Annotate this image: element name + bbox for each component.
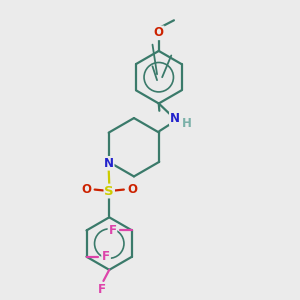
Text: O: O <box>154 26 164 39</box>
Text: F: F <box>98 283 106 296</box>
Text: S: S <box>104 184 114 197</box>
Text: O: O <box>128 183 138 196</box>
Text: H: H <box>182 116 192 130</box>
Text: F: F <box>102 250 110 263</box>
Text: F: F <box>108 224 116 237</box>
Text: O: O <box>81 183 91 196</box>
Text: N: N <box>104 157 114 170</box>
Text: N: N <box>170 112 180 125</box>
